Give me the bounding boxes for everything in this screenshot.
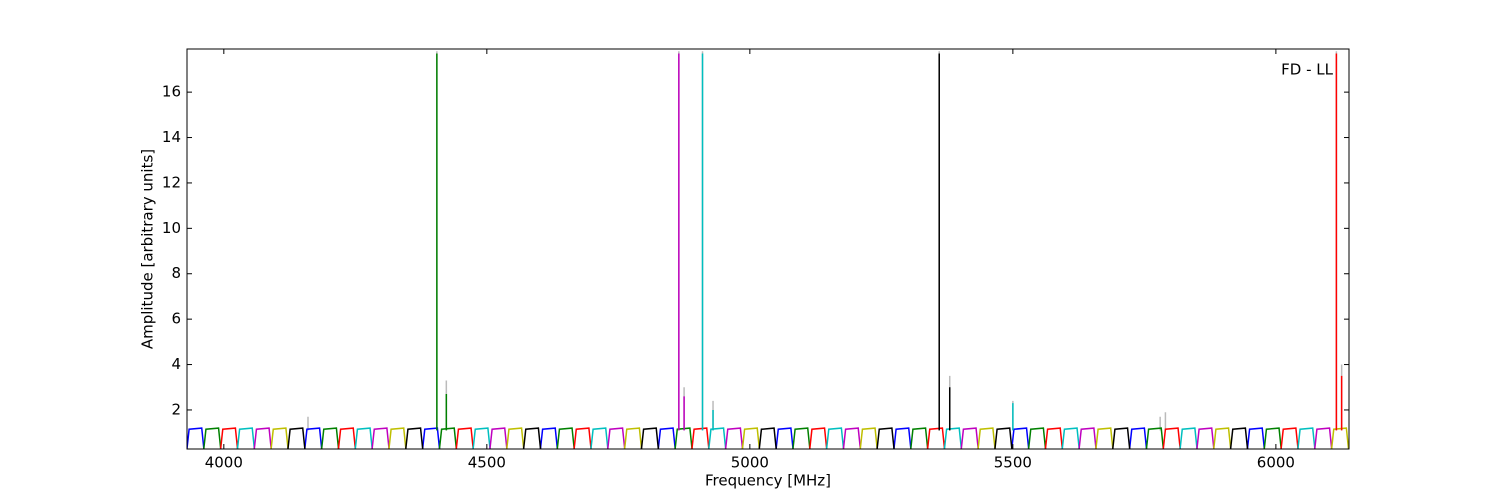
y-tick-label: 16 — [162, 83, 181, 101]
x-tick-label: 4000 — [205, 454, 243, 472]
series-line — [253, 427, 1333, 449]
x-axis-label: Frequency [MHz] — [705, 472, 831, 490]
series-line — [270, 427, 1349, 449]
x-tick-label: 4500 — [468, 454, 506, 472]
series-line — [1335, 53, 1343, 431]
y-tick-label: 2 — [171, 400, 181, 418]
series-line — [219, 427, 1299, 449]
x-tick-label: 5500 — [994, 454, 1032, 472]
annotation: FD - LL — [1281, 61, 1333, 79]
series-line — [187, 427, 1266, 449]
y-axis-label: Amplitude [arbitrary units] — [139, 149, 157, 349]
y-tick-label: 4 — [171, 355, 181, 373]
plot-area — [187, 51, 1349, 449]
series-line — [938, 53, 951, 431]
x-tick-label: 5000 — [731, 454, 769, 472]
axes-frame — [186, 48, 1350, 450]
y-tick-label: 8 — [171, 264, 181, 282]
y-tick-label: 12 — [162, 173, 181, 191]
series-line — [701, 53, 1014, 431]
series-line — [678, 53, 685, 431]
series-line — [287, 427, 1249, 449]
series-line — [307, 51, 1343, 431]
x-tick-label: 6000 — [1257, 454, 1295, 472]
y-tick-label: 14 — [162, 128, 181, 146]
series-line — [236, 427, 1316, 449]
y-tick-label: 10 — [162, 219, 181, 237]
series-line — [436, 53, 448, 431]
y-tick-label: 6 — [171, 310, 181, 328]
